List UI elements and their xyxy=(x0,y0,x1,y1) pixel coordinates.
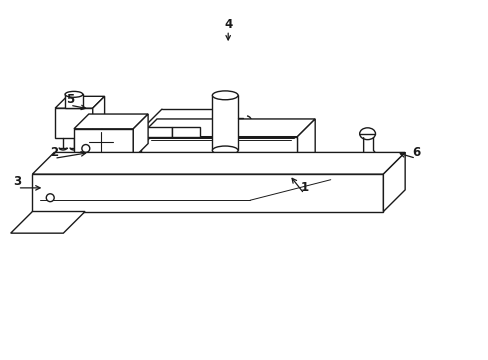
Bar xyxy=(139,137,297,208)
Text: 6: 6 xyxy=(411,146,419,159)
Polygon shape xyxy=(11,212,85,233)
Circle shape xyxy=(81,145,90,152)
Ellipse shape xyxy=(212,146,238,155)
Ellipse shape xyxy=(65,91,82,97)
Bar xyxy=(32,174,383,212)
Ellipse shape xyxy=(212,91,238,100)
Polygon shape xyxy=(102,133,155,147)
Text: 5: 5 xyxy=(66,93,74,106)
Polygon shape xyxy=(74,114,148,129)
Polygon shape xyxy=(139,119,315,137)
Ellipse shape xyxy=(359,128,375,140)
Ellipse shape xyxy=(218,155,256,196)
Circle shape xyxy=(200,175,208,183)
Text: 4: 4 xyxy=(224,18,232,31)
Text: 1: 1 xyxy=(300,181,308,194)
Bar xyxy=(171,127,199,137)
Bar xyxy=(65,94,82,108)
Bar xyxy=(212,95,238,150)
Bar xyxy=(74,129,133,158)
Bar xyxy=(144,127,171,137)
Text: 2: 2 xyxy=(50,146,58,159)
Bar xyxy=(102,147,141,196)
Polygon shape xyxy=(383,152,405,212)
Circle shape xyxy=(242,175,249,183)
Ellipse shape xyxy=(373,181,388,188)
Polygon shape xyxy=(32,152,405,174)
Polygon shape xyxy=(297,119,315,208)
Bar xyxy=(55,108,93,138)
Polygon shape xyxy=(133,114,148,158)
Circle shape xyxy=(46,194,54,202)
Polygon shape xyxy=(194,156,255,187)
Text: 3: 3 xyxy=(14,175,21,189)
Polygon shape xyxy=(93,96,104,138)
Polygon shape xyxy=(55,96,104,108)
